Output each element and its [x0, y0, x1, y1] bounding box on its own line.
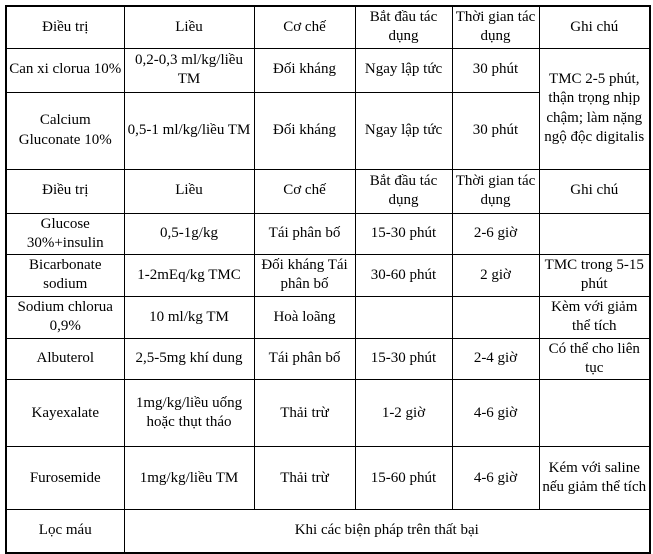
- cell-mechanism: Đối kháng: [253, 91, 356, 170]
- cell-treatment: Furosemide: [5, 446, 125, 511]
- cell-note-merged: TMC 2-5 phút, thận trọng nhịp chậm; làm …: [538, 47, 651, 170]
- cell-note: [538, 212, 651, 255]
- cell-duration: 30 phút: [451, 91, 540, 170]
- header-cell-treatment: Điều trị: [5, 168, 125, 214]
- cell-note: [538, 379, 651, 448]
- cell-treatment: Sodium chlorua 0,9%: [5, 295, 125, 339]
- cell-treatment: Kayexalate: [5, 379, 125, 448]
- header-cell-onset: Bắt đầu tác dụng: [354, 5, 453, 49]
- cell-mechanism: Đối kháng: [253, 47, 356, 93]
- cell-onset: 1-2 giờ: [354, 379, 453, 448]
- cell-note: TMC trong 5-15 phút: [538, 253, 651, 297]
- header-cell-onset: Bắt đầu tác dụng: [354, 168, 453, 214]
- table-row-loc-mau: Lọc máu Khi các biện pháp trên thất bại: [5, 509, 651, 554]
- cell-duration: 2-4 giờ: [451, 337, 540, 381]
- cell-duration: 2-6 giờ: [451, 212, 540, 255]
- header-cell-mechanism: Cơ chế: [253, 168, 356, 214]
- cell-mechanism: Hoà loãng: [253, 295, 356, 339]
- cell-treatment: Can xi clorua 10%: [5, 47, 125, 93]
- cell-duration: 2 giờ: [451, 253, 540, 297]
- cell-onset: Ngay lập tức: [354, 91, 453, 170]
- cell-note: Có thể cho liên tục: [538, 337, 651, 381]
- cell-treatment: Albuterol: [5, 337, 125, 381]
- cell-dose: 1mg/kg/liều uống hoặc thụt tháo: [123, 379, 255, 448]
- cell-dose: 2,5-5mg khí dung: [123, 337, 255, 381]
- cell-treatment: Bicarbonate sodium: [5, 253, 125, 297]
- table-row-bicarbonate-sodium: Bicarbonate sodium 1-2mEq/kg TMC Đối khá…: [5, 253, 651, 297]
- table-header-row-2: Điều trị Liều Cơ chế Bắt đầu tác dụng Th…: [5, 168, 651, 214]
- header-cell-dose: Liều: [123, 168, 255, 214]
- cell-duration: 4-6 giờ: [451, 379, 540, 448]
- header-cell-note: Ghi chú: [538, 168, 651, 214]
- cell-treatment: Calcium Gluconate 10%: [5, 91, 125, 170]
- cell-dose: 1mg/kg/liều TM: [123, 446, 255, 511]
- cell-note: Kèm với giảm thể tích: [538, 295, 651, 339]
- table-header-row-1: Điều trị Liều Cơ chế Bắt đầu tác dụng Th…: [5, 5, 651, 49]
- cell-duration: 4-6 giờ: [451, 446, 540, 511]
- cell-onset: 15-30 phút: [354, 212, 453, 255]
- treatment-table: Điều trị Liều Cơ chế Bắt đầu tác dụng Th…: [5, 5, 651, 554]
- cell-dose: 10 ml/kg TM: [123, 295, 255, 339]
- cell-onset: [354, 295, 453, 339]
- header-cell-duration: Thời gian tác dụng: [451, 5, 540, 49]
- table-row-furosemide: Furosemide 1mg/kg/liều TM Thải trừ 15-60…: [5, 446, 651, 511]
- cell-duration: [451, 295, 540, 339]
- table-row-kayexalate: Kayexalate 1mg/kg/liều uống hoặc thụt th…: [5, 379, 651, 448]
- cell-mechanism: Tái phân bố: [253, 212, 356, 255]
- cell-dose: 1-2mEq/kg TMC: [123, 253, 255, 297]
- cell-duration: 30 phút: [451, 47, 540, 93]
- cell-treatment: Lọc máu: [5, 509, 125, 554]
- header-cell-mechanism: Cơ chế: [253, 5, 356, 49]
- header-cell-duration: Thời gian tác dụng: [451, 168, 540, 214]
- cell-note: Kém với saline nếu giảm thể tích: [538, 446, 651, 511]
- header-cell-note: Ghi chú: [538, 5, 651, 49]
- cell-dose: 0,5-1g/kg: [123, 212, 255, 255]
- cell-mechanism: Thải trừ: [253, 379, 356, 448]
- cell-mechanism: Đối kháng Tái phân bố: [253, 253, 356, 297]
- table-row-calcium-gluconate: Calcium Gluconate 10% 0,5-1 ml/kg/liều T…: [5, 91, 650, 170]
- cell-treatment: Glucose 30%+insulin: [5, 212, 125, 255]
- cell-dose: 0,2-0,3 ml/kg/liều TM: [123, 47, 255, 93]
- header-cell-treatment: Điều trị: [5, 5, 125, 49]
- cell-merged-note: Khi các biện pháp trên thất bại: [123, 509, 651, 554]
- cell-onset: 15-30 phút: [354, 337, 453, 381]
- cell-mechanism: Tái phân bố: [253, 337, 356, 381]
- cell-onset: 30-60 phút: [354, 253, 453, 297]
- table-row-glucose-insulin: Glucose 30%+insulin 0,5-1g/kg Tái phân b…: [5, 212, 651, 255]
- cell-onset: 15-60 phút: [354, 446, 453, 511]
- cell-onset: Ngay lập tức: [354, 47, 453, 93]
- cell-mechanism: Thải trừ: [253, 446, 356, 511]
- header-cell-dose: Liều: [123, 5, 255, 49]
- table-row-albuterol: Albuterol 2,5-5mg khí dung Tái phân bố 1…: [5, 337, 651, 381]
- table-row-canxi-clorua: Can xi clorua 10% 0,2-0,3 ml/kg/liều TM …: [5, 47, 651, 170]
- table-row-sodium-chlorua: Sodium chlorua 0,9% 10 ml/kg TM Hoà loãn…: [5, 295, 651, 339]
- cell-dose: 0,5-1 ml/kg/liều TM: [123, 91, 255, 170]
